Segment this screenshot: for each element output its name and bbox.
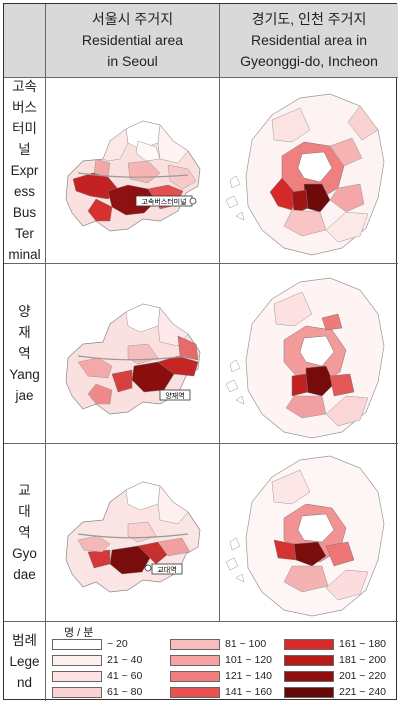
row-label-line: Yang (9, 367, 40, 382)
legend-item: 101 ~ 120 (170, 654, 272, 666)
legend-swatch (284, 686, 334, 698)
legend-item: 81 ~ 100 (170, 638, 266, 650)
marker-box (151, 563, 182, 574)
marker-dot (189, 197, 196, 204)
gyeonggi-map-gyodae (220, 444, 398, 622)
legend-swatch (284, 654, 334, 666)
row-label-line: 버스 (12, 100, 37, 115)
legend-swatch (52, 670, 102, 682)
legend-item: 41 ~ 60 (52, 670, 142, 682)
comparison-table: 서울시 주거지 Residential area in Seoul 경기도, 인… (3, 3, 398, 701)
legend-range-label: 41 ~ 60 (107, 670, 143, 682)
legend-range-label: 141 ~ 160 (225, 686, 273, 698)
row-label-line: Expr (10, 163, 39, 178)
legend-range-label: 101 ~ 120 (225, 654, 273, 666)
legend-swatch (284, 638, 334, 650)
legend-unit: 명 / 분 (64, 627, 94, 639)
legend-range-label: 221 ~ 240 (339, 686, 387, 698)
gyeonggi-map-express-bus (220, 78, 398, 264)
legend-range-label: 61 ~ 80 (107, 686, 143, 698)
legend-swatch (284, 670, 334, 682)
legend-item: 161 ~ 180 (284, 638, 386, 650)
legend-swatch (170, 670, 220, 682)
header-gyeonggi-en1: Residential area in (251, 32, 367, 48)
legend-range-label: 161 ~ 180 (339, 638, 387, 650)
corner-cell (4, 4, 46, 78)
marker-label: 고속버스터미널 (141, 197, 186, 206)
legend-item: 61 ~ 80 (52, 686, 142, 698)
legend-range-label: 21 ~ 40 (107, 654, 143, 666)
gyeonggi-map-yangjae (220, 264, 398, 444)
legend-item: 201 ~ 220 (284, 670, 386, 682)
legend-item: ~ 20 (52, 638, 128, 650)
gyeonggi-map (225, 455, 385, 616)
legend-range-label: 181 ~ 200 (339, 654, 387, 666)
marker-box (159, 389, 190, 400)
header-gyeonggi-en2: Gyeonggi-do, Incheon (240, 53, 378, 69)
header-gyeonggi-ko: 경기도, 인천 주거지 (251, 11, 367, 27)
seoul-map-yangjae: 양재역 (46, 264, 220, 444)
legend-item: 181 ~ 200 (284, 654, 386, 666)
row-label-line: Gyo (12, 546, 37, 561)
gyeonggi-map (225, 277, 385, 438)
seoul-map-gyodae: 교대역 (46, 444, 220, 622)
legend-items: ~ 20 21 ~ 40 41 ~ 60 61 ~ 80 81 ~ 100 101 ~ 1… (52, 636, 392, 698)
legend-item: 141 ~ 160 (170, 686, 272, 698)
seoul-map: 교대역 (65, 481, 200, 592)
row-label-line: 역 (18, 525, 31, 540)
legend-label: 범례 Lege nd (4, 622, 46, 701)
header-seoul-ko: 서울시 주거지 (91, 11, 174, 27)
legend-swatch (52, 686, 102, 698)
row-label-express-bus: 고속 버스 터미 널 Expr ess Bus Ter minal (4, 78, 46, 264)
header-seoul-en1: Residential area (81, 32, 184, 48)
legend-item: 21 ~ 40 (52, 654, 142, 666)
legend-label-line: 범례 (12, 633, 37, 648)
legend: 명 / 분 ~ 20 21 ~ 40 41 ~ 60 61 ~ 80 81 ~ 100 1… (46, 622, 398, 701)
row-label-line: dae (13, 567, 36, 582)
row-label-line: Ter (15, 226, 34, 241)
legend-swatch (170, 686, 220, 698)
legend-range-label: 121 ~ 140 (225, 670, 273, 682)
row-label-line: minal (8, 247, 41, 262)
row-label-line: 교 (18, 483, 31, 498)
header-gyeonggi: 경기도, 인천 주거지 Residential area in Gyeonggi… (220, 4, 398, 78)
legend-swatch (170, 654, 220, 666)
gyeonggi-map (225, 93, 385, 255)
seoul-map: 양재역 (65, 303, 200, 414)
row-label-line: 고속 (12, 79, 37, 94)
legend-range-label: 81 ~ 100 (225, 638, 267, 650)
row-label-line: 역 (18, 346, 31, 361)
row-label-line: jae (15, 388, 34, 403)
marker-dot (144, 564, 151, 571)
row-label-line: ess (13, 184, 35, 199)
header-seoul: 서울시 주거지 Residential area in Seoul (46, 4, 220, 78)
row-label-line: 양 (18, 304, 31, 319)
legend-range-label: ~ 20 (107, 638, 128, 650)
row-label-line: 대 (18, 504, 31, 519)
legend-swatch (170, 638, 220, 650)
legend-label-line: nd (16, 675, 33, 690)
header-seoul-en2: in Seoul (107, 53, 158, 69)
marker-label: 교대역 (157, 565, 176, 574)
row-label-line: 재 (18, 325, 31, 340)
legend-swatch (52, 654, 102, 666)
row-label-line: 터미 (12, 121, 37, 136)
row-label-gyodae: 교 대 역 Gyo dae (4, 444, 46, 622)
row-label-line: Bus (12, 205, 37, 220)
row-label-yangjae: 양 재 역 Yang jae (4, 264, 46, 444)
seoul-map-express-bus: 고속버스터미널 (46, 78, 220, 264)
marker-label: 양재역 (165, 391, 184, 400)
legend-item: 221 ~ 240 (284, 686, 386, 698)
row-label-line: 널 (18, 142, 31, 157)
legend-range-label: 201 ~ 220 (339, 670, 387, 682)
legend-swatch (52, 638, 102, 650)
legend-item: 121 ~ 140 (170, 670, 272, 682)
seoul-map: 고속버스터미널 (65, 120, 200, 231)
legend-label-line: Lege (9, 654, 40, 669)
